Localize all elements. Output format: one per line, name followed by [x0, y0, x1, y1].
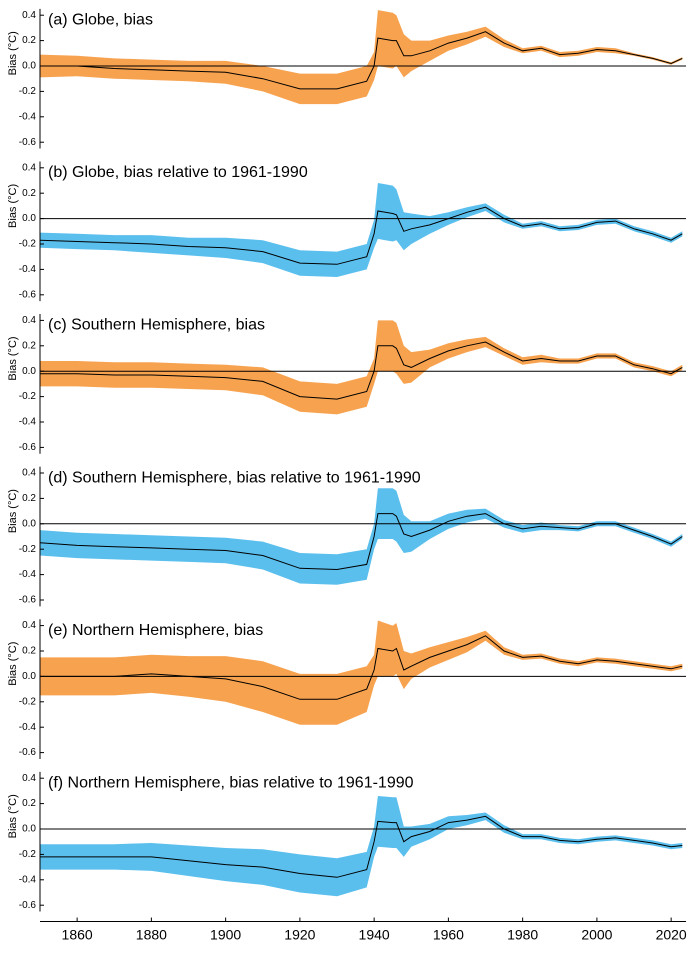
y-tick-label: 0.2	[22, 646, 36, 657]
y-tick-label: 0.4	[22, 162, 36, 173]
y-tick-label: 0.2	[22, 798, 36, 809]
y-tick-label: -0.4	[19, 111, 37, 122]
uncertainty-band	[40, 620, 683, 725]
x-tick-label: 2020	[656, 926, 687, 942]
y-tick-label: -0.6	[19, 595, 37, 606]
y-tick-label: -0.2	[19, 696, 37, 707]
x-tick-label: 1960	[433, 926, 464, 942]
y-tick-label: 0.0	[22, 366, 36, 377]
y-tick-label: 0.4	[22, 10, 36, 21]
y-tick-label: -0.6	[19, 747, 37, 758]
y-axis-label: Bias (°C)	[7, 184, 19, 228]
y-tick-label: 0.2	[22, 493, 36, 504]
uncertainty-band	[40, 488, 683, 585]
uncertainty-band	[40, 796, 683, 897]
y-tick-label: 0.4	[22, 315, 36, 326]
y-tick-label: -0.6	[19, 900, 37, 911]
x-tick-label: 1980	[507, 926, 538, 942]
x-tick-label: 2000	[581, 926, 612, 942]
y-tick-label: 0.4	[22, 468, 36, 479]
y-tick-label: 0.0	[22, 61, 36, 72]
mean-line	[40, 341, 683, 400]
y-tick-label: -0.4	[19, 722, 37, 733]
y-tick-label: 0.4	[22, 773, 36, 784]
y-tick-label: -0.2	[19, 239, 37, 250]
y-tick-label: 0.2	[22, 35, 36, 46]
mean-line	[39, 206, 683, 265]
uncertainty-band	[40, 183, 683, 277]
uncertainty-band	[40, 10, 683, 105]
y-tick-label: -0.2	[19, 849, 37, 860]
y-tick-label: -0.4	[19, 874, 37, 885]
mean-line	[39, 513, 683, 571]
panel-title: (e) Northern Hemisphere, bias	[48, 622, 263, 639]
panel-title: (c) Southern Hemisphere, bias	[48, 317, 265, 334]
y-tick-label: -0.6	[19, 137, 37, 148]
y-tick-label: -0.4	[19, 264, 37, 275]
panel-title: (d) Southern Hemisphere, bias relative t…	[48, 469, 421, 486]
y-tick-label: -0.4	[19, 417, 37, 428]
mean-line	[40, 815, 683, 878]
y-tick-label: 0.0	[22, 213, 36, 224]
y-tick-label: -0.6	[19, 289, 37, 300]
uncertainty-band	[40, 320, 683, 415]
x-tick-label: 1920	[284, 926, 315, 942]
y-tick-label: 0.0	[22, 671, 36, 682]
y-tick-label: 0.2	[22, 340, 36, 351]
x-tick-label: 1860	[62, 926, 93, 942]
y-tick-label: 0.0	[22, 824, 36, 835]
y-tick-label: 0.2	[22, 188, 36, 199]
y-axis-label: Bias (°C)	[7, 336, 19, 380]
y-axis-label: Bias (°C)	[7, 642, 19, 686]
panel-title: (b) Globe, bias relative to 1961-1990	[48, 164, 308, 181]
y-axis-label: Bias (°C)	[7, 31, 19, 75]
y-axis-label: Bias (°C)	[7, 489, 19, 533]
x-tick-label: 1940	[359, 926, 390, 942]
y-tick-label: -0.2	[19, 544, 37, 555]
y-tick-label: 0.0	[22, 518, 36, 529]
x-tick-label: 1880	[136, 926, 167, 942]
y-tick-label: -0.2	[19, 391, 37, 402]
y-tick-label: -0.2	[19, 86, 37, 97]
y-tick-label: 0.4	[22, 620, 36, 631]
x-tick-label: 1900	[210, 926, 241, 942]
panel-title: (a) Globe, bias	[48, 11, 153, 28]
mean-line	[40, 635, 683, 700]
y-tick-label: -0.4	[19, 569, 37, 580]
panel-title: (f) Northern Hemisphere, bias relative t…	[48, 774, 414, 791]
y-axis-label: Bias (°C)	[7, 794, 19, 838]
y-tick-label: -0.6	[19, 442, 37, 453]
mean-line	[40, 31, 683, 90]
